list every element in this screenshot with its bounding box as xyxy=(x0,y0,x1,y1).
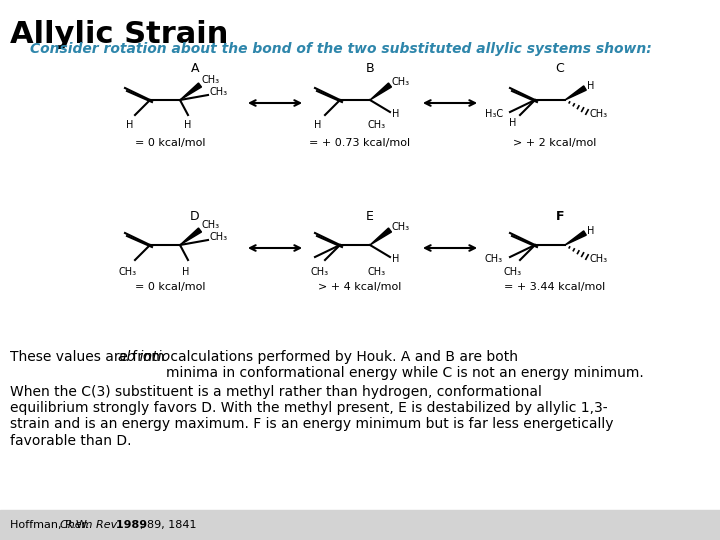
Text: Allylic Strain: Allylic Strain xyxy=(10,20,228,49)
Text: CH₃: CH₃ xyxy=(392,77,410,87)
Bar xyxy=(0,510,720,540)
Text: Chem Rev.: Chem Rev. xyxy=(60,520,120,530)
Text: CH₃: CH₃ xyxy=(210,232,228,242)
Text: C: C xyxy=(556,62,564,75)
Text: E: E xyxy=(366,210,374,223)
Text: ab intio: ab intio xyxy=(118,350,170,364)
Polygon shape xyxy=(565,231,586,245)
Text: Hoffman, R.W.: Hoffman, R.W. xyxy=(10,520,93,530)
Polygon shape xyxy=(370,228,392,245)
Text: H: H xyxy=(315,120,322,130)
Text: When the C(3) substituent is a methyl rather than hydrogen, conformational
equil: When the C(3) substituent is a methyl ra… xyxy=(10,385,613,448)
Text: = 0 kcal/mol: = 0 kcal/mol xyxy=(135,138,205,148)
Text: = + 0.73 kcal/mol: = + 0.73 kcal/mol xyxy=(310,138,410,148)
Polygon shape xyxy=(565,86,586,100)
Text: F: F xyxy=(556,210,564,223)
Text: H: H xyxy=(392,109,400,119)
Text: H: H xyxy=(587,81,595,91)
Text: CH₃: CH₃ xyxy=(202,220,220,230)
Text: CH₃: CH₃ xyxy=(485,254,503,264)
Text: CH₃: CH₃ xyxy=(589,109,607,119)
Text: CH₃: CH₃ xyxy=(368,120,386,130)
Text: CH₃: CH₃ xyxy=(392,222,410,232)
Text: CH₃: CH₃ xyxy=(368,267,386,277)
Text: CH₃: CH₃ xyxy=(119,267,137,277)
Polygon shape xyxy=(370,83,392,100)
Text: , 89, 1841: , 89, 1841 xyxy=(140,520,197,530)
Text: CH₃: CH₃ xyxy=(589,254,607,264)
Text: = 0 kcal/mol: = 0 kcal/mol xyxy=(135,282,205,292)
Text: calculations performed by Houk. A and B are both
minima in conformational energy: calculations performed by Houk. A and B … xyxy=(166,350,644,380)
Text: H: H xyxy=(392,254,400,264)
Text: = + 3.44 kcal/mol: = + 3.44 kcal/mol xyxy=(505,282,606,292)
Text: B: B xyxy=(366,62,374,75)
Text: These values are from: These values are from xyxy=(10,350,169,364)
Text: H: H xyxy=(587,226,595,236)
Text: H: H xyxy=(509,118,517,128)
Text: CH₃: CH₃ xyxy=(504,267,522,277)
Text: > + 4 kcal/mol: > + 4 kcal/mol xyxy=(318,282,402,292)
Text: H: H xyxy=(182,267,189,277)
Text: H₃C: H₃C xyxy=(485,109,503,119)
Text: > + 2 kcal/mol: > + 2 kcal/mol xyxy=(513,138,597,148)
Text: D: D xyxy=(190,210,200,223)
Text: CH₃: CH₃ xyxy=(311,267,329,277)
Polygon shape xyxy=(180,83,202,100)
Text: H: H xyxy=(184,120,192,130)
Text: CH₃: CH₃ xyxy=(210,87,228,97)
Text: H: H xyxy=(126,120,134,130)
Polygon shape xyxy=(180,228,202,245)
Text: Consider rotation about the bond of the two substituted allylic systems shown:: Consider rotation about the bond of the … xyxy=(30,42,652,56)
Text: A: A xyxy=(191,62,199,75)
Text: 1989: 1989 xyxy=(112,520,147,530)
Text: CH₃: CH₃ xyxy=(202,75,220,85)
